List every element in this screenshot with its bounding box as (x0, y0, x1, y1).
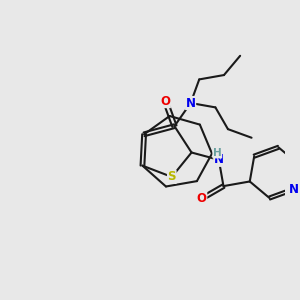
Text: N: N (214, 153, 224, 166)
Text: O: O (160, 94, 170, 108)
Text: O: O (197, 192, 207, 205)
Text: N: N (186, 97, 196, 110)
Text: N: N (289, 183, 299, 196)
Text: S: S (167, 170, 176, 183)
Text: H: H (213, 148, 222, 158)
